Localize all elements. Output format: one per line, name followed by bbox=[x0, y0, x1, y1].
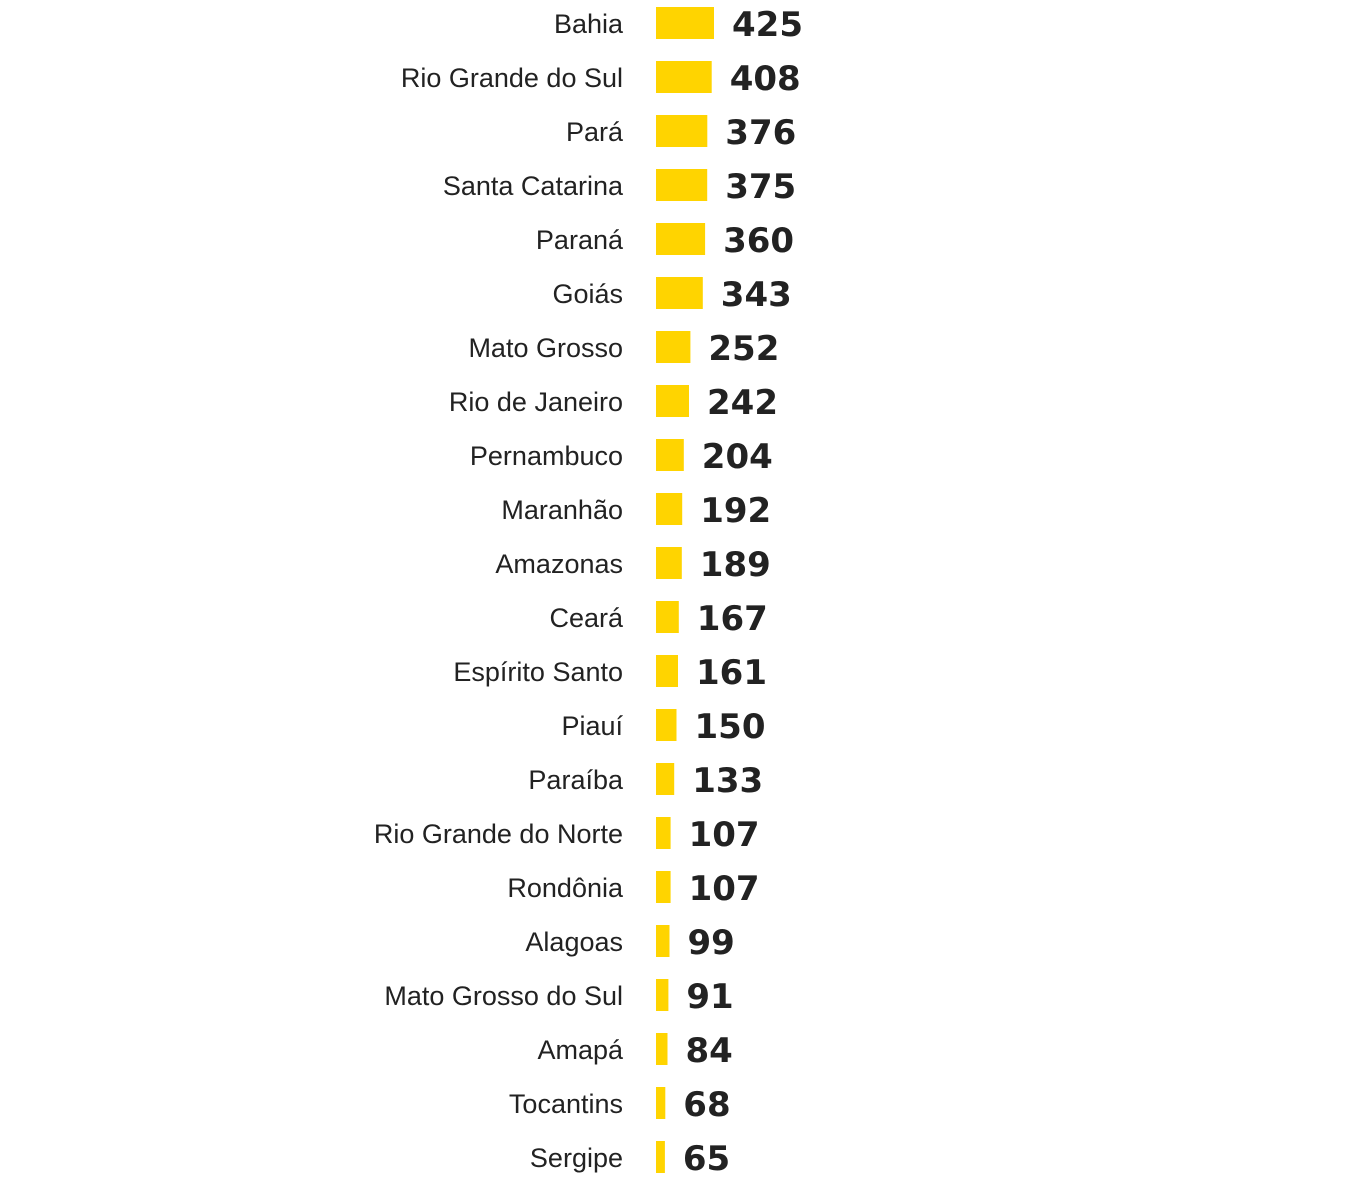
category-label: Alagoas bbox=[525, 927, 623, 957]
bar-row: Rondônia 107 bbox=[507, 869, 759, 909]
bar bbox=[656, 385, 689, 417]
bar bbox=[656, 61, 712, 93]
value-label: 360 bbox=[723, 221, 794, 261]
bar-row: Sergipe 65 bbox=[530, 1139, 730, 1179]
bar-row: Mato Grosso do Sul 91 bbox=[384, 977, 733, 1017]
value-label: 161 bbox=[696, 653, 767, 693]
bar bbox=[656, 277, 703, 309]
value-label: 375 bbox=[725, 167, 796, 207]
value-label: 107 bbox=[689, 869, 760, 909]
value-label: 242 bbox=[707, 383, 778, 423]
category-label: Paraíba bbox=[528, 765, 624, 795]
bar bbox=[656, 871, 671, 903]
category-label: Tocantins bbox=[509, 1089, 623, 1119]
category-label: Rio Grande do Norte bbox=[374, 819, 623, 849]
category-label: Mato Grosso bbox=[468, 333, 623, 363]
value-label: 99 bbox=[688, 923, 735, 963]
category-label: Sergipe bbox=[530, 1143, 623, 1173]
bar bbox=[656, 709, 677, 741]
value-label: 204 bbox=[702, 437, 773, 477]
category-label: Rio de Janeiro bbox=[449, 387, 623, 417]
category-label: Paraná bbox=[536, 225, 624, 255]
bar bbox=[656, 1141, 665, 1173]
bar bbox=[656, 1087, 666, 1119]
bar-row: Espírito Santo 161 bbox=[453, 653, 767, 693]
bar bbox=[656, 493, 683, 525]
category-label: Bahia bbox=[554, 9, 624, 39]
bar-row: Maranhão 192 bbox=[501, 491, 771, 531]
category-label: Mato Grosso do Sul bbox=[384, 981, 623, 1011]
bar-row: Pará 376 bbox=[566, 113, 796, 153]
bar bbox=[656, 439, 684, 471]
bar-row: Amapá 84 bbox=[537, 1031, 732, 1071]
value-label: 167 bbox=[697, 599, 768, 639]
category-label: Goiás bbox=[552, 279, 623, 309]
bar-row: Piauí 150 bbox=[561, 707, 765, 747]
category-label: Amapá bbox=[537, 1035, 624, 1065]
value-label: 252 bbox=[708, 329, 779, 369]
category-label: Santa Catarina bbox=[443, 171, 624, 201]
value-label: 107 bbox=[689, 815, 760, 855]
bar bbox=[656, 817, 671, 849]
bar bbox=[656, 763, 675, 795]
category-label: Maranhão bbox=[501, 495, 623, 525]
value-label: 68 bbox=[683, 1085, 730, 1125]
bar-row: Bahia 425 bbox=[554, 5, 803, 45]
value-label: 133 bbox=[692, 761, 763, 801]
bar-row: Goiás 343 bbox=[552, 275, 791, 315]
bar-row: Paraná 360 bbox=[536, 221, 794, 261]
category-label: Rondônia bbox=[507, 873, 624, 903]
category-label: Piauí bbox=[561, 711, 623, 741]
bar bbox=[656, 547, 682, 579]
value-label: 65 bbox=[683, 1139, 730, 1179]
bar bbox=[656, 655, 678, 687]
bar bbox=[656, 601, 679, 633]
value-label: 189 bbox=[700, 545, 771, 585]
bar bbox=[656, 1033, 668, 1065]
bar bbox=[656, 223, 706, 255]
value-label: 150 bbox=[695, 707, 766, 747]
value-label: 192 bbox=[700, 491, 771, 531]
category-label: Amazonas bbox=[495, 549, 623, 579]
category-label: Ceará bbox=[549, 603, 624, 633]
bar-row: Mato Grosso 252 bbox=[468, 329, 779, 369]
bar-rows: Bahia 425 Rio Grande do Sul 408 Pará 376 Santa… bbox=[374, 5, 803, 1179]
bar-row: Amazonas 189 bbox=[495, 545, 770, 585]
bar bbox=[656, 169, 708, 201]
bar-row: Tocantins 68 bbox=[509, 1085, 731, 1125]
bar bbox=[656, 979, 669, 1011]
category-label: Pernambuco bbox=[470, 441, 623, 471]
value-label: 343 bbox=[721, 275, 792, 315]
bar-row: Ceará 167 bbox=[549, 599, 767, 639]
bar-row: Paraíba 133 bbox=[528, 761, 763, 801]
bar bbox=[656, 115, 708, 147]
value-label: 425 bbox=[732, 5, 803, 45]
bar bbox=[656, 331, 691, 363]
value-label: 84 bbox=[686, 1031, 733, 1071]
bar bbox=[656, 925, 670, 957]
value-label: 91 bbox=[686, 977, 733, 1017]
value-label: 408 bbox=[730, 59, 801, 99]
category-label: Rio Grande do Sul bbox=[401, 63, 623, 93]
value-label: 376 bbox=[725, 113, 796, 153]
bar-row: Alagoas 99 bbox=[525, 923, 734, 963]
category-label: Espírito Santo bbox=[453, 657, 623, 687]
category-label: Pará bbox=[566, 117, 624, 147]
bar-row: Santa Catarina 375 bbox=[443, 167, 796, 207]
bar-row: Rio Grande do Norte 107 bbox=[374, 815, 760, 855]
bar-row: Rio de Janeiro 242 bbox=[449, 383, 778, 423]
bar-row: Rio Grande do Sul 408 bbox=[401, 59, 801, 99]
bar-row: Pernambuco 204 bbox=[470, 437, 773, 477]
bar bbox=[656, 7, 714, 39]
